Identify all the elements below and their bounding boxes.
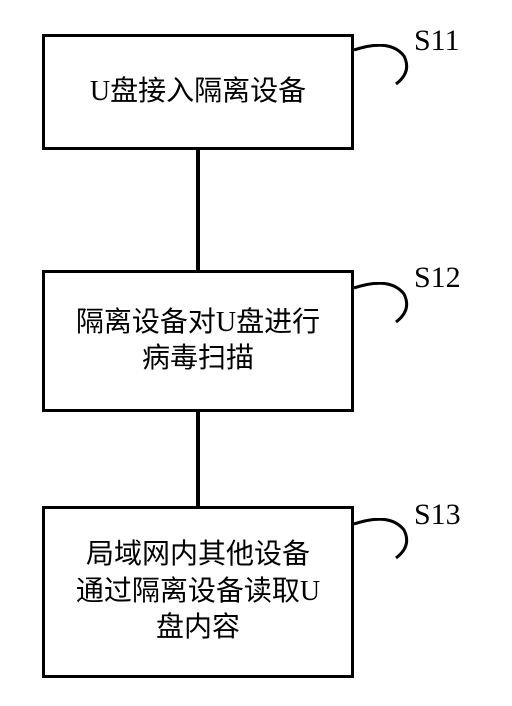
flow-node-s12-text: 隔离设备对U盘进行 病毒扫描	[76, 305, 320, 378]
step-label-s11: S11	[414, 24, 460, 58]
step-label-s12: S12	[414, 261, 461, 295]
flow-node-s12: 隔离设备对U盘进行 病毒扫描	[42, 270, 354, 412]
flow-node-s11-text: U盘接入隔离设备	[90, 74, 306, 110]
callout-s11	[354, 44, 414, 88]
flowchart-canvas: U盘接入隔离设备 S11 隔离设备对U盘进行 病毒扫描 S12 局域网内其他设备…	[0, 0, 512, 706]
connector-2-3	[196, 412, 200, 506]
connector-1-2	[196, 150, 200, 270]
flow-node-s11: U盘接入隔离设备	[42, 34, 354, 150]
callout-s13	[354, 518, 414, 562]
flow-node-s13: 局域网内其他设备 通过隔离设备读取U 盘内容	[42, 506, 354, 678]
callout-s12	[354, 282, 414, 326]
flow-node-s13-text: 局域网内其他设备 通过隔离设备读取U 盘内容	[76, 537, 320, 646]
step-label-s13: S13	[414, 498, 461, 532]
